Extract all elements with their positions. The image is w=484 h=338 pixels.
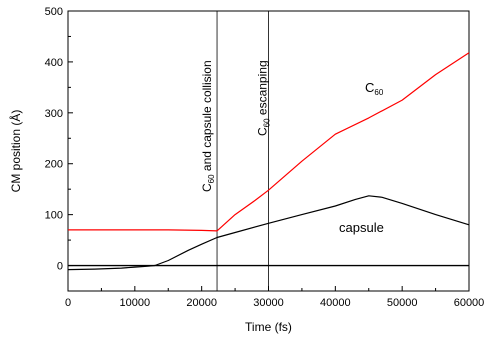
x-axis-label: Time (fs)	[245, 320, 292, 334]
y-tick-label: 100	[45, 210, 63, 222]
x-tick-label: 40000	[320, 297, 351, 309]
annotation-collision: C60 and capsule collision	[200, 60, 216, 192]
x-tick-label: 60000	[454, 297, 484, 309]
series-label-c60-main: C	[365, 80, 374, 95]
series-line-c60	[68, 52, 470, 232]
series-line-capsule	[67, 195, 470, 271]
x-tick-label: 0	[65, 297, 71, 309]
series-lines	[67, 52, 470, 271]
y-tick-label: 400	[45, 57, 63, 69]
annotation-escaping-sub: 60	[263, 118, 272, 127]
x-tick-label: 30000	[253, 297, 284, 309]
y-tick-label: 500	[45, 6, 63, 18]
chart-text: Time (fs) CM position (Å) C60 capsule C6…	[8, 60, 384, 334]
series-label-c60: C60	[365, 80, 384, 97]
annotation-escaping-rest: escanping	[256, 60, 270, 118]
annotation-collision-rest: and capsule collision	[200, 60, 214, 174]
y-tick-label: 0	[57, 261, 63, 273]
axes: 0 10000 20000 30000 40000 50000 60000 0 100 200 30…	[45, 6, 484, 309]
x-tick-label: 50000	[387, 297, 418, 309]
annotation-collision-sub: 60	[207, 174, 216, 183]
series-label-c60-sub: 60	[374, 88, 383, 97]
annotation-escaping: C60 escanping	[256, 60, 272, 136]
y-axis-label: CM position (Å)	[8, 110, 23, 193]
x-tick-label: 10000	[120, 297, 151, 309]
y-tick-label: 200	[45, 159, 63, 171]
series-label-capsule: capsule	[339, 220, 384, 235]
y-tick-label: 300	[45, 108, 63, 120]
reference-lines	[68, 11, 469, 291]
x-tick-label: 20000	[186, 297, 217, 309]
annotation-escaping-main: C	[256, 127, 270, 136]
annotation-collision-main: C	[200, 183, 214, 192]
